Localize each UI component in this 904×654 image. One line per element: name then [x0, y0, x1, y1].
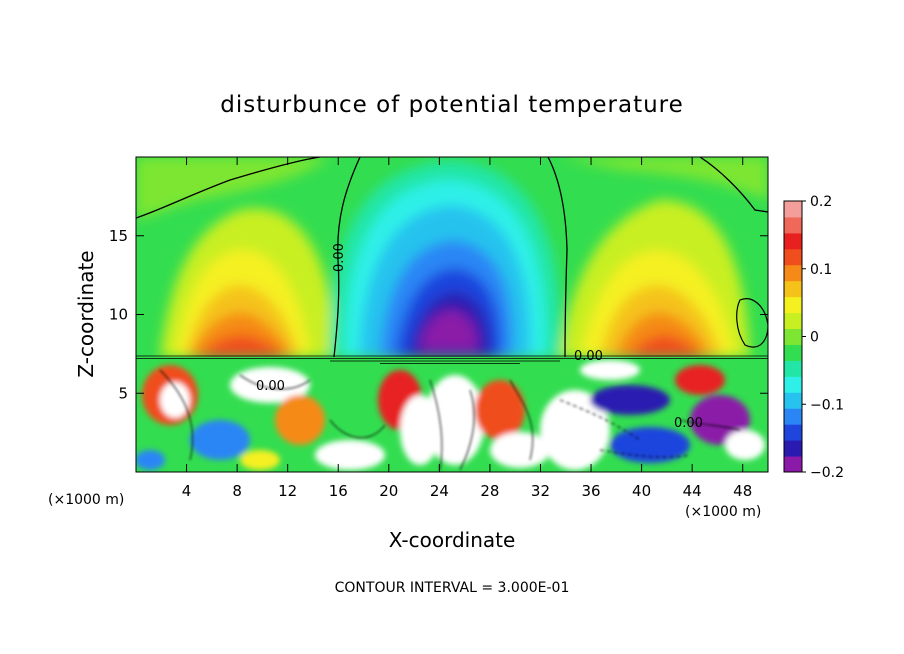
contour-label-vertical: 0.00	[332, 243, 347, 272]
colorbar-swatch	[784, 376, 802, 393]
colorbar-swatch	[784, 344, 802, 361]
x-tick-label: 12	[278, 482, 297, 500]
colorbar-swatch	[784, 280, 802, 298]
colorbar-swatch	[784, 248, 802, 266]
colorbar-swatch	[784, 424, 802, 441]
colorbar-swatch	[784, 456, 802, 473]
colorbar-swatch	[784, 360, 802, 377]
heatmap-field: 0.00 0.00 0.00 0.00	[136, 157, 768, 472]
contour-interval-note: CONTOUR INTERVAL = 3.000E-01	[335, 580, 570, 596]
x-tick-label: 48	[733, 482, 752, 500]
x-tick-label: 24	[430, 482, 449, 500]
x-tick-label: 8	[232, 482, 242, 500]
contour-label-lower-left: 0.00	[256, 379, 285, 394]
chart-title: disturbunce of potential temperature	[220, 92, 684, 118]
contour-label-center: 0.00	[574, 349, 603, 364]
colorbar-tick-label: −0.2	[810, 465, 844, 481]
x-tick-label: 4	[182, 482, 192, 500]
colorbar-swatch	[784, 201, 802, 218]
y-axis-label: Z-coordinate	[74, 250, 98, 377]
x-tick-label: 40	[632, 482, 651, 500]
x-tick-label: 20	[379, 482, 398, 500]
zero-contour-left	[333, 157, 361, 357]
colorbar-swatch	[784, 392, 802, 409]
colorbar-swatch	[784, 216, 802, 234]
y-tick-label: 10	[109, 306, 128, 324]
colorbar-tick-label: 0.2	[810, 194, 832, 210]
colorbar-swatch	[784, 264, 802, 282]
x-tick-label: 16	[329, 482, 348, 500]
colorbar-swatch	[784, 408, 802, 425]
x-tick-label: 32	[531, 482, 550, 500]
y-axis: 5 10 15	[109, 227, 768, 402]
colorbar-swatch	[784, 232, 802, 250]
x-tick-label: 28	[480, 482, 499, 500]
colorbar-tick-label: 0	[810, 330, 819, 346]
colorbar-swatch	[784, 440, 802, 457]
x-axis-label: X-coordinate	[389, 528, 516, 552]
x-tick-label: 36	[581, 482, 600, 500]
x-axis: 4 8 12 16 20 24 28 32 36 40 44 48	[182, 157, 752, 500]
y-tick-label: 5	[118, 384, 128, 402]
zero-contour-right	[547, 157, 568, 357]
colorbar-tick-label: −0.1	[810, 397, 844, 413]
y-tick-label: 15	[109, 227, 128, 245]
colorbar-swatch	[784, 328, 802, 345]
colorbar-swatch	[784, 296, 802, 314]
colorbar-swatch	[784, 312, 802, 330]
x-unit-note-left: (×1000 m)	[48, 492, 124, 508]
colorbar: 0.2 0.1 0 −0.1 −0.2	[783, 194, 844, 481]
x-tick-label: 44	[683, 482, 702, 500]
x-unit-note-right: (×1000 m)	[685, 504, 761, 520]
shear-layer-lines	[136, 355, 768, 364]
colorbar-tick-label: 0.1	[810, 262, 832, 278]
contour-label-lower-right: 0.00	[674, 416, 703, 431]
